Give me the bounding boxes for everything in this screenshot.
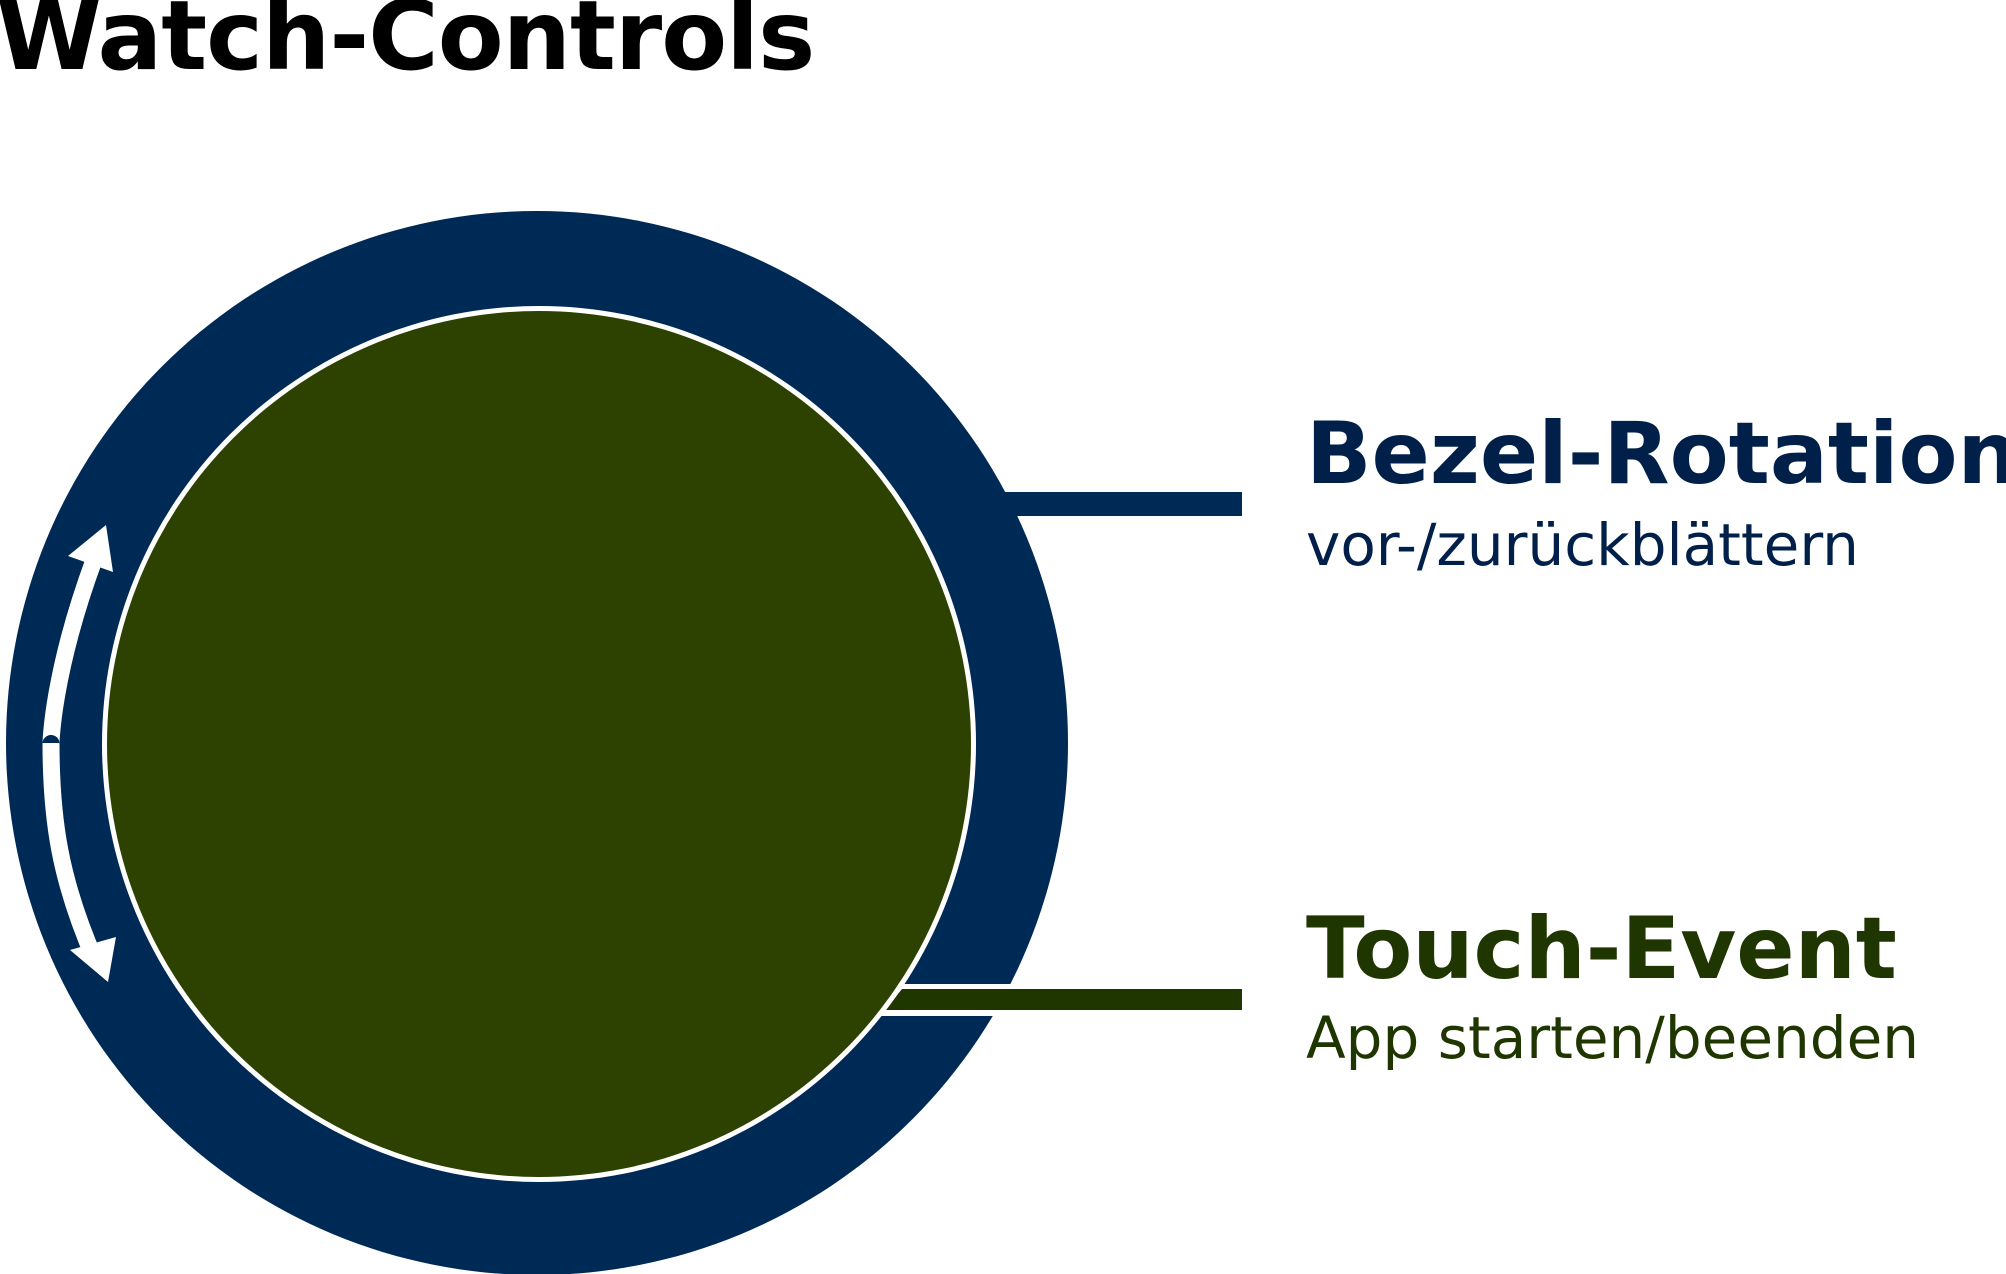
watch-face[interactable] <box>107 311 971 1177</box>
bezel-connector-line <box>990 492 1242 516</box>
bezel-heading: Bezel-Rotation <box>1306 404 2006 504</box>
touch-connector-line <box>885 989 1242 1010</box>
curved-double-arrow-icon <box>42 525 116 982</box>
bezel-description: vor-/zurückblättern <box>1306 511 1859 579</box>
touch-heading: Touch-Event <box>1306 899 1897 999</box>
page-title: Watch-Controls <box>0 0 815 92</box>
touch-description: App starten/beenden <box>1306 1004 1919 1072</box>
